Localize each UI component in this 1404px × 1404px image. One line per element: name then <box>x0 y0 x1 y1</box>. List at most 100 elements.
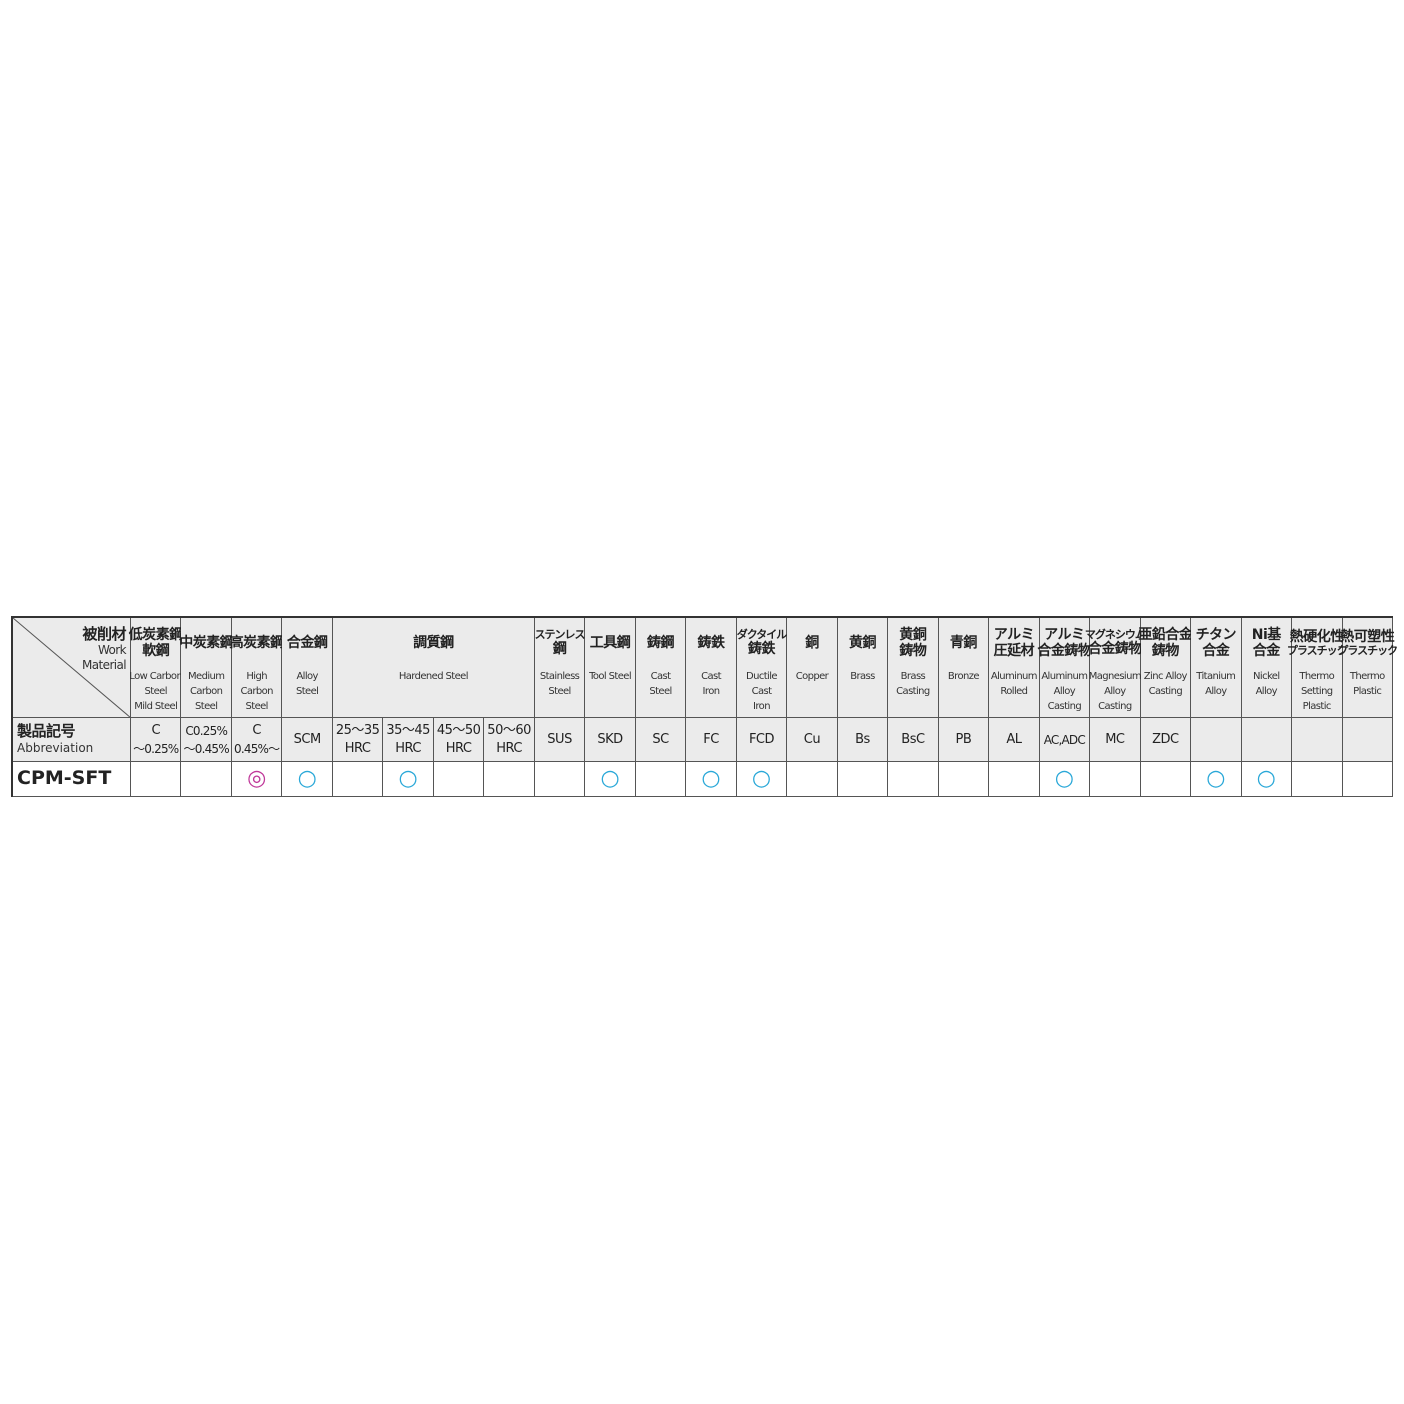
material-en: Carbon <box>189 685 223 697</box>
rating-cell: ○ <box>1039 762 1091 797</box>
rating-cell: ○ <box>1241 762 1293 797</box>
jp-box: 青銅 <box>950 618 978 668</box>
material-en: Carbon <box>240 685 273 697</box>
abbr-cell: C0.25% ～0.45% <box>181 718 232 762</box>
rating-mark: ○ <box>1206 766 1226 791</box>
en-box: Hardened Steel <box>399 668 469 717</box>
abbr-text: FC <box>703 731 719 747</box>
material-jp: 鋳鉄 <box>697 634 726 651</box>
rating-cell <box>332 762 384 797</box>
abbr-cell: C 0.45%～ <box>231 718 283 762</box>
en-box: Copper <box>796 668 829 717</box>
material-en: Zinc Alloy <box>1143 670 1188 682</box>
rating-mark: ◎ <box>247 766 267 791</box>
en-box: Zinc Alloy Casting <box>1143 668 1188 717</box>
rating-mark: ○ <box>1054 766 1074 791</box>
abbr-cell: SKD <box>585 718 636 762</box>
rating-cell: ◎ <box>231 762 283 797</box>
material-en: Cast <box>701 670 721 682</box>
abbr-cell: SCM <box>282 718 333 762</box>
abbr-cell: 45～50 HRC <box>433 718 485 762</box>
material-en: Plastic <box>1353 685 1382 697</box>
abbr-cell <box>1342 718 1393 762</box>
abbr-text: FCD <box>748 731 775 747</box>
abbr-text: SKD <box>597 731 623 747</box>
material-header: 中炭素鋼 Medium Carbon Steel <box>179 618 234 718</box>
material-header: 合金鋼 Alloy Steel <box>282 618 333 718</box>
jp-box: チタン 合金 <box>1196 618 1237 668</box>
material-header: 鋳鉄 Cast Iron <box>686 618 737 718</box>
material-jp: 合金 <box>1202 642 1230 659</box>
material-jp: チタン <box>1195 626 1237 643</box>
en-box: Stainless Steel <box>540 668 580 717</box>
rating-cell: ○ <box>585 762 636 797</box>
rating-mark: ○ <box>701 766 721 791</box>
material-jp: 黄銅 <box>899 626 927 643</box>
rating-cell <box>787 762 838 797</box>
jp-box: Ni基 合金 <box>1252 618 1282 668</box>
abbr-text: BsC <box>901 731 925 747</box>
abbr-cell: 25～35 HRC <box>332 718 384 762</box>
material-en: Mild Steel <box>134 700 178 712</box>
rating-cell: ○ <box>383 762 434 797</box>
material-en: Casting <box>1098 700 1132 712</box>
material-header: 熱可塑性 プラスチック Thermo Plastic <box>1337 618 1398 718</box>
material-jp: 亜鉛合金 <box>1138 626 1193 643</box>
rating-cell <box>1090 762 1141 797</box>
material-en: Thermo <box>1349 670 1385 682</box>
material-en: Alloy <box>1053 685 1076 697</box>
rating-cell <box>938 762 990 797</box>
material-header: 高炭素鋼 High Carbon Steel <box>230 618 284 718</box>
jp-box: 鋳鋼 <box>647 618 675 668</box>
jp-box: 熱可塑性 プラスチック <box>1337 618 1398 668</box>
abbr-text: 45～50 <box>436 722 481 738</box>
material-en: Steel <box>295 685 319 697</box>
en-box: Bronze <box>948 668 980 717</box>
material-header: 低炭素鋼 軟鋼 Low Carbon Steel Mild Steel <box>128 618 184 718</box>
rating-cell <box>131 762 182 797</box>
material-en: Nickel <box>1253 670 1280 682</box>
abbr-cell: 35～45 HRC <box>383 718 434 762</box>
material-en: Steel <box>548 685 571 697</box>
rating-cell <box>1292 762 1343 797</box>
rating-mark: ○ <box>751 766 772 791</box>
material-en: Setting <box>1300 685 1333 697</box>
abbr-text: HRC <box>344 740 371 756</box>
material-header: 鋳鋼 Cast Steel <box>635 618 687 718</box>
abbr-cell: MC <box>1090 718 1141 762</box>
abbr-label-en: Abbreviation <box>17 740 94 755</box>
rating-cell <box>888 762 939 797</box>
material-jp: 鋳鋼 <box>647 634 675 651</box>
jp-box: 調質鋼 <box>413 618 454 668</box>
material-en: Brass <box>900 670 926 682</box>
en-box: Nickel Alloy <box>1253 668 1280 717</box>
material-jp: 圧延材 <box>993 642 1035 659</box>
abbr-text: 25～35 <box>335 722 380 738</box>
jp-box: 鋳鉄 <box>697 618 726 668</box>
material-en: Alloy <box>1205 685 1227 697</box>
material-jp: 低炭素鋼 <box>128 626 184 643</box>
material-en: Steel <box>649 685 672 697</box>
material-jp: 中炭素鋼 <box>179 634 234 651</box>
material-en: Iron <box>702 685 721 697</box>
material-en: Plastic <box>1302 700 1332 712</box>
rating-cell <box>181 762 232 797</box>
jp-box: 銅 <box>805 618 819 668</box>
en-box: Cast Iron <box>701 668 721 717</box>
material-jp: 黄銅 <box>848 634 877 651</box>
material-jp: 熱可塑性 <box>1340 628 1395 645</box>
abbr-cell: 50～60 HRC <box>484 718 535 762</box>
material-jp: 調質鋼 <box>413 634 454 651</box>
material-en: Thermo <box>1299 670 1335 682</box>
rating-cell <box>1342 762 1393 797</box>
material-en: Alloy <box>1255 685 1278 697</box>
jp-box: ダクタイル 鋳鉄 <box>737 618 788 668</box>
product-name: CPM-SFT <box>17 767 112 790</box>
material-en: Alloy <box>296 670 318 682</box>
rating-mark: ○ <box>600 766 620 791</box>
rating-cell <box>534 762 586 797</box>
abbr-text: AL <box>1006 731 1022 747</box>
material-header: 青銅 Bronze <box>938 618 990 718</box>
en-box: Magnesium Alloy Casting <box>1089 668 1142 717</box>
material-header: マグネシウム 合金鋳物 Magnesium Alloy Casting <box>1085 618 1146 718</box>
